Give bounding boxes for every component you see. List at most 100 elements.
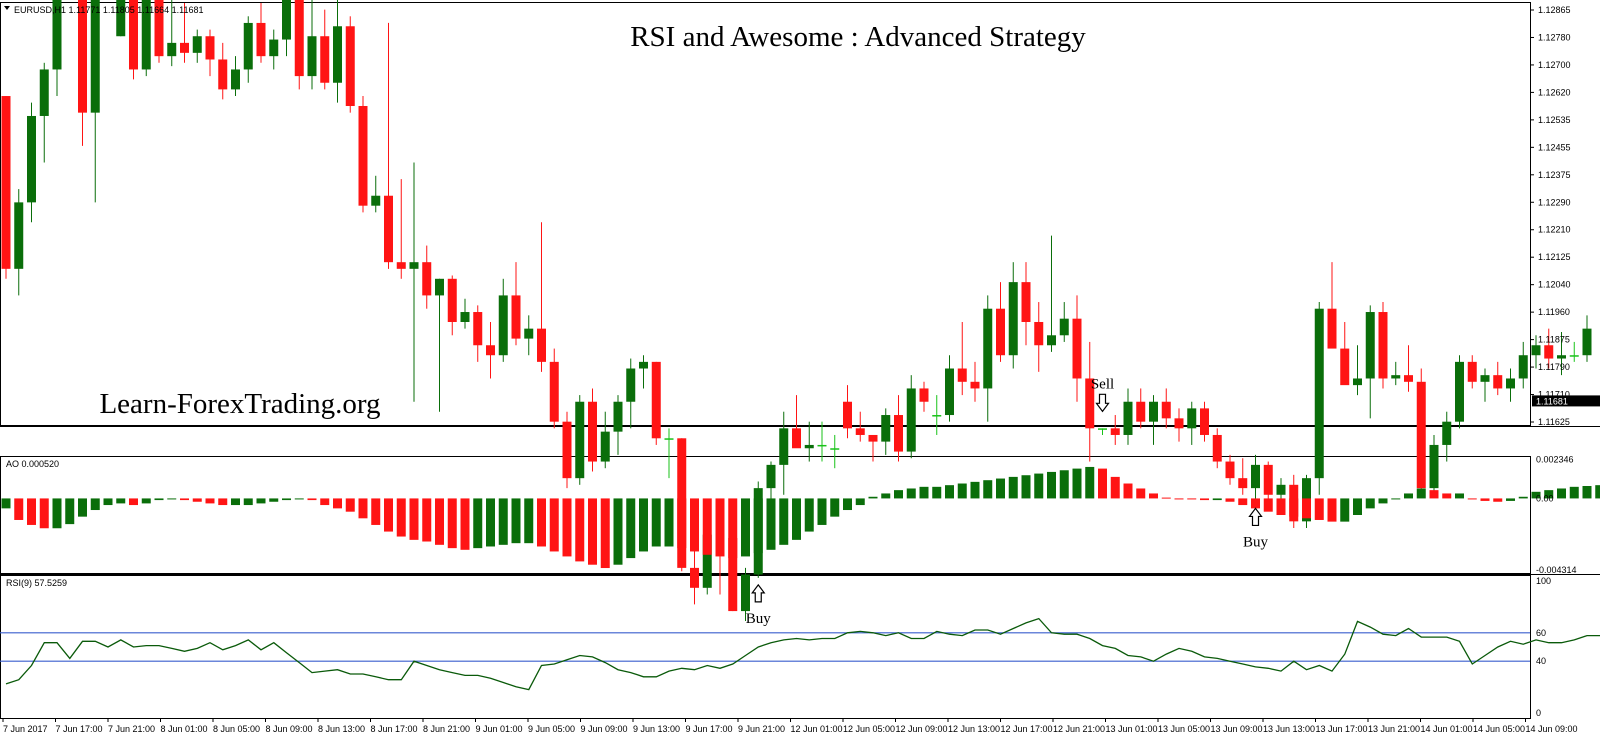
ao-bar (52, 498, 62, 529)
candle-body (1429, 444, 1439, 489)
time-tick-label: 12 Jun 13:00 (948, 724, 1000, 734)
candle-body (294, 0, 304, 77)
candle-body (1200, 408, 1209, 435)
candle-body (307, 36, 317, 77)
ao-bar (702, 498, 712, 555)
candle-body (626, 368, 636, 402)
candle-body (1582, 328, 1592, 356)
candle-body (600, 431, 610, 462)
ao-bar (1467, 498, 1477, 500)
candle-body (243, 22, 253, 70)
ao-bar (1506, 498, 1515, 501)
ao-bar (626, 498, 636, 559)
ao-bar (1416, 488, 1426, 499)
price-tick-label: 1.11790 (1538, 362, 1570, 372)
rsi-line (5, 617, 1600, 691)
candle-body (817, 444, 827, 447)
ao-tick-label: 0.002346 (1536, 455, 1574, 465)
candle-body (1276, 484, 1286, 495)
time-tick-label: 14 Jun 01:00 (1421, 724, 1473, 734)
ao-bar (1085, 466, 1095, 499)
ao-bar (1008, 476, 1018, 499)
ao-bar (1404, 493, 1413, 499)
panel-frame (0, 2, 1531, 426)
time-tick-label: 7 Jun 2017 (3, 724, 48, 734)
candle-body (282, 0, 291, 40)
ao-bar (180, 498, 189, 501)
candle-body (154, 0, 164, 57)
price-tick-label: 1.12455 (1538, 142, 1571, 152)
ao-bar (957, 483, 967, 499)
ao-bar (422, 498, 432, 542)
ao-bar (218, 498, 228, 506)
candle-body (702, 534, 712, 588)
candle-body (1557, 355, 1566, 359)
candle-body (1263, 464, 1273, 495)
panel-frame (0, 456, 1531, 574)
candle-body (562, 421, 572, 479)
ao-bar (39, 498, 49, 529)
candle-body (1110, 428, 1120, 435)
candle-body (320, 36, 330, 83)
ao-bar (345, 498, 355, 512)
ao-bar (1174, 498, 1184, 500)
candle-body (1416, 381, 1426, 489)
candle-body (1212, 434, 1222, 462)
ao-bar (1276, 498, 1286, 515)
candle-body (129, 0, 138, 70)
ao-bar (167, 498, 177, 500)
candle-body (1493, 375, 1503, 389)
ao-bar (27, 498, 36, 525)
candle-body (1238, 478, 1248, 489)
candle-body (1, 96, 11, 269)
candle-body (1085, 378, 1095, 429)
symbol-info: EURUSD,H1 1.11771 1.11805 1.11664 1.1168… (14, 5, 203, 15)
time-tick-label: 8 Jun 21:00 (423, 724, 470, 734)
ao-bar (1187, 498, 1197, 500)
signal-label: Sell (1091, 376, 1114, 392)
brand-watermark: Learn-ForexTrading.org (99, 388, 380, 420)
candle-body (741, 574, 750, 612)
ao-bar (817, 498, 827, 525)
ao-bar (320, 498, 330, 506)
ao-bar (1569, 486, 1579, 499)
candle-body (766, 464, 776, 489)
time-tick-label: 13 Jun 09:00 (1211, 724, 1263, 734)
candle-body (1098, 428, 1107, 430)
signal-label: Buy (1243, 534, 1269, 550)
ao-bar (588, 498, 597, 565)
candle-body (1340, 348, 1350, 386)
candle-body (881, 415, 891, 442)
candle-body (486, 345, 495, 356)
ao-bar (473, 498, 483, 549)
ao-bars-layer (1, 466, 1600, 569)
ao-bar (1136, 488, 1146, 499)
dropdown-triangle-icon[interactable] (4, 6, 10, 10)
ao-bar (1353, 498, 1362, 515)
ao-bar (1365, 498, 1375, 509)
chart-title: RSI and Awesome : Advanced Strategy (630, 21, 1086, 53)
candle-body (639, 361, 648, 369)
ao-bar (1595, 485, 1600, 499)
price-tick-label: 1.12375 (1538, 170, 1571, 180)
candle-body (728, 537, 738, 612)
price-tick-label: 1.11960 (1538, 307, 1570, 317)
ao-bar (498, 498, 508, 545)
candle-body (256, 22, 266, 57)
ao-bar (65, 498, 75, 525)
candle-body (830, 448, 840, 450)
ao-bar (600, 498, 610, 569)
ao-bar (1123, 483, 1133, 499)
panel-frames (0, 2, 1600, 719)
candle-body (779, 428, 789, 465)
candle-body (1174, 418, 1184, 429)
candle-body (996, 308, 1005, 356)
candle-body (90, 0, 100, 113)
time-tick-label: 8 Jun 05:00 (213, 724, 260, 734)
ao-bar (983, 480, 993, 499)
candle-body (1149, 401, 1158, 422)
ao-bar (1047, 471, 1056, 499)
ao-bar (231, 498, 240, 506)
ao-bar (1289, 498, 1299, 517)
